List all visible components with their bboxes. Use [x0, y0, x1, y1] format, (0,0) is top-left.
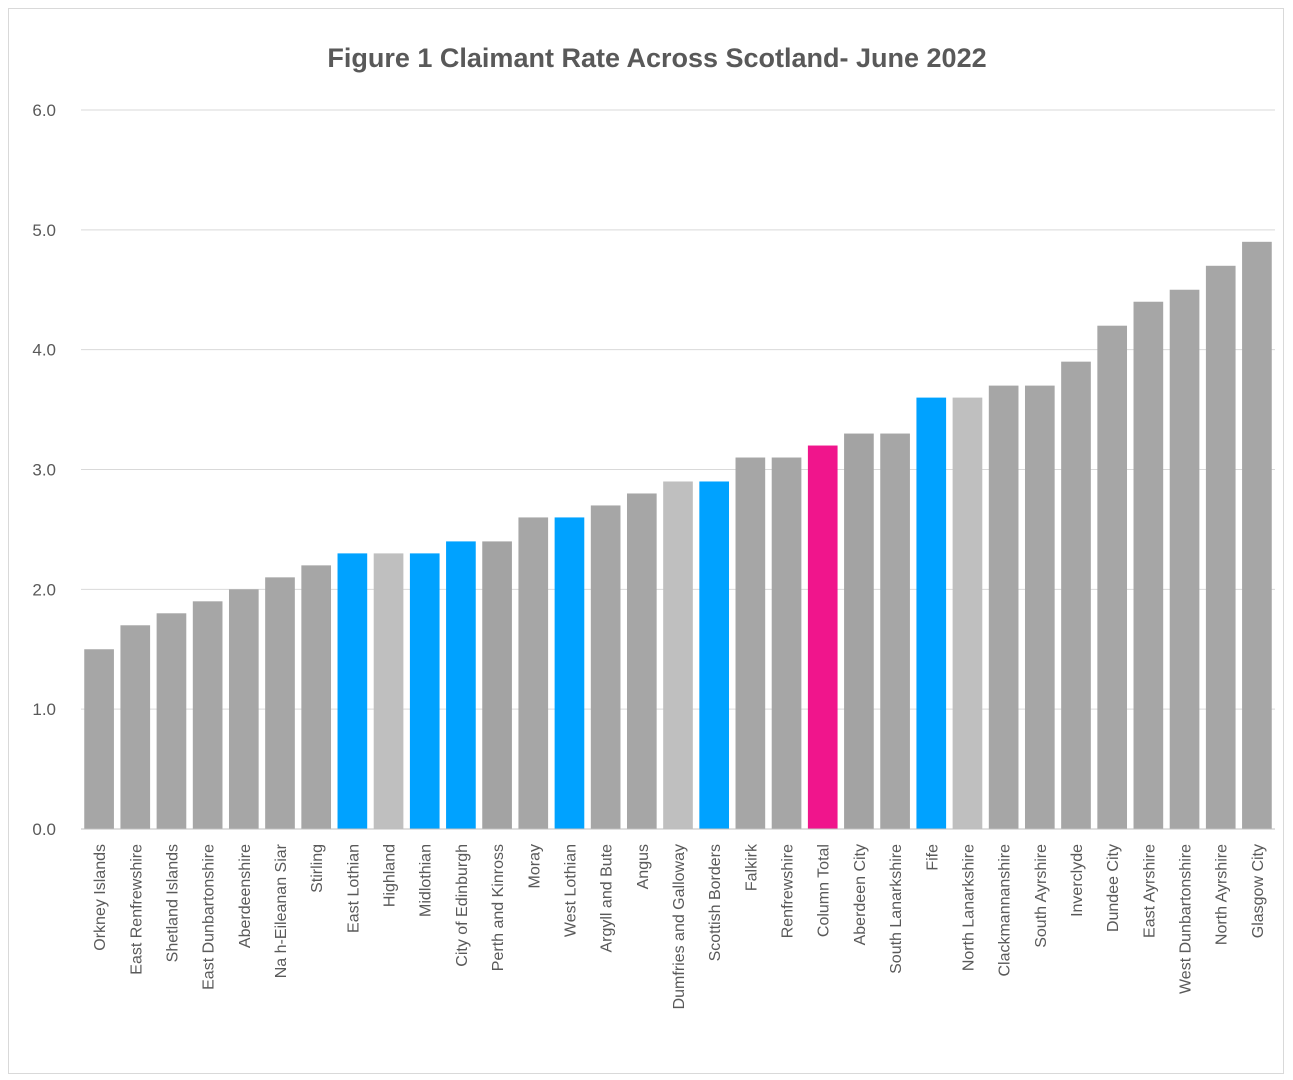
x-category-label: Dumfries and Galloway: [671, 844, 688, 1009]
y-tick-label: 5.0: [32, 221, 56, 240]
x-category-label: Fife: [924, 844, 941, 871]
bar-column-total: [807, 445, 838, 829]
y-axis-ticks: 0.0 1.0 2.0 3.0 4.0 5.0 6.0: [32, 101, 56, 839]
chart-title: Figure 1 Claimant Rate Across Scotland- …: [327, 43, 986, 73]
x-category-label: Argyll and Bute: [599, 844, 616, 953]
x-category-label: Stirling: [309, 844, 326, 893]
y-tick-label: 0.0: [32, 820, 56, 839]
bar-perth-and-kinross: [482, 541, 512, 829]
bar-north-lanarkshire: [952, 397, 983, 829]
x-category-label: Glasgow City: [1250, 844, 1267, 938]
bar-north-ayrshire: [1205, 265, 1236, 829]
bar-inverclyde: [1061, 361, 1091, 829]
x-category-label: City of Edinburgh: [454, 844, 471, 967]
x-category-label: Dundee City: [1105, 844, 1122, 932]
bar-orkney-islands: [84, 649, 114, 829]
bar-south-lanarkshire: [880, 433, 910, 829]
x-category-label: Perth and Kinross: [490, 844, 507, 971]
bar-west-lothian: [554, 517, 585, 829]
x-category-label: Aberdeen City: [852, 844, 869, 945]
bar-south-ayrshire: [1024, 385, 1055, 829]
x-category-label: Orkney Islands: [92, 844, 109, 951]
y-tick-label: 2.0: [32, 580, 56, 599]
bar-east-dunbartonshire: [192, 601, 223, 829]
x-category-label: West Dunbartonshire: [1178, 844, 1195, 994]
category-labels: Orkney Islands East Renfrewshire Shetland …: [92, 843, 1267, 1009]
x-category-label: North Ayrshire: [1214, 844, 1231, 945]
bar-aberdeen-city: [844, 433, 874, 829]
x-category-label: South Lanarkshire: [888, 844, 905, 974]
bar-shetland-islands: [156, 613, 187, 829]
bar-highland: [373, 553, 404, 829]
x-category-label: Aberdeenshire: [237, 844, 254, 948]
x-category-label: Shetland Islands: [164, 844, 181, 962]
bar-moray: [518, 517, 549, 829]
bar-fife: [916, 397, 947, 829]
y-tick-label: 3.0: [32, 461, 56, 480]
y-tick-label: 6.0: [32, 101, 56, 120]
x-category-label: Falkirk: [743, 843, 760, 891]
bar-east-renfrewshire: [120, 625, 151, 829]
bar-renfrewshire: [771, 457, 802, 829]
x-category-label: Scottish Borders: [707, 844, 724, 961]
bar-stirling: [301, 565, 332, 829]
bar-scottish-borders: [699, 481, 730, 829]
x-category-label: Moray: [526, 844, 543, 888]
x-category-label: South Ayrshire: [1033, 844, 1050, 948]
bar-glasgow-city: [1242, 241, 1272, 830]
x-category-label: East Dunbartonshire: [201, 844, 218, 990]
x-category-label: Inverclyde: [1069, 844, 1086, 917]
bar-clackmannanshire: [988, 385, 1019, 829]
bar-east-ayrshire: [1133, 301, 1164, 829]
x-category-label: Highland: [382, 844, 399, 907]
x-category-label: Midlothian: [418, 844, 435, 917]
x-category-label: Renfrewshire: [780, 844, 797, 938]
bar-falkirk: [735, 457, 766, 829]
x-category-label: Clackmannanshire: [997, 844, 1014, 977]
x-category-label: Angus: [635, 844, 652, 889]
x-category-label: East Ayrshire: [1141, 844, 1158, 938]
y-tick-label: 4.0: [32, 341, 56, 360]
x-category-label: West Lothian: [562, 844, 579, 937]
x-category-label: Na h-Eileanan Siar: [273, 843, 290, 978]
bar-angus: [626, 493, 657, 829]
x-category-label: Column Total: [816, 844, 833, 937]
bar-east-lothian: [337, 553, 368, 829]
bar-dumfries-and-galloway: [663, 481, 693, 829]
bar-midlothian: [409, 553, 440, 829]
x-category-label: East Lothian: [345, 844, 362, 933]
bars: [84, 241, 1272, 830]
bar-aberdeenshire: [228, 589, 259, 829]
bar-dundee-city: [1097, 325, 1128, 829]
y-tick-label: 1.0: [32, 700, 56, 719]
bar-city-of-edinburgh: [446, 541, 476, 829]
bar-argyll-and-bute: [590, 505, 621, 829]
x-category-label: North Lanarkshire: [960, 844, 977, 971]
x-category-label: East Renfrewshire: [128, 844, 145, 975]
bar-na-h-eileanan-siar: [265, 577, 295, 829]
bar-west-dunbartonshire: [1169, 289, 1200, 829]
